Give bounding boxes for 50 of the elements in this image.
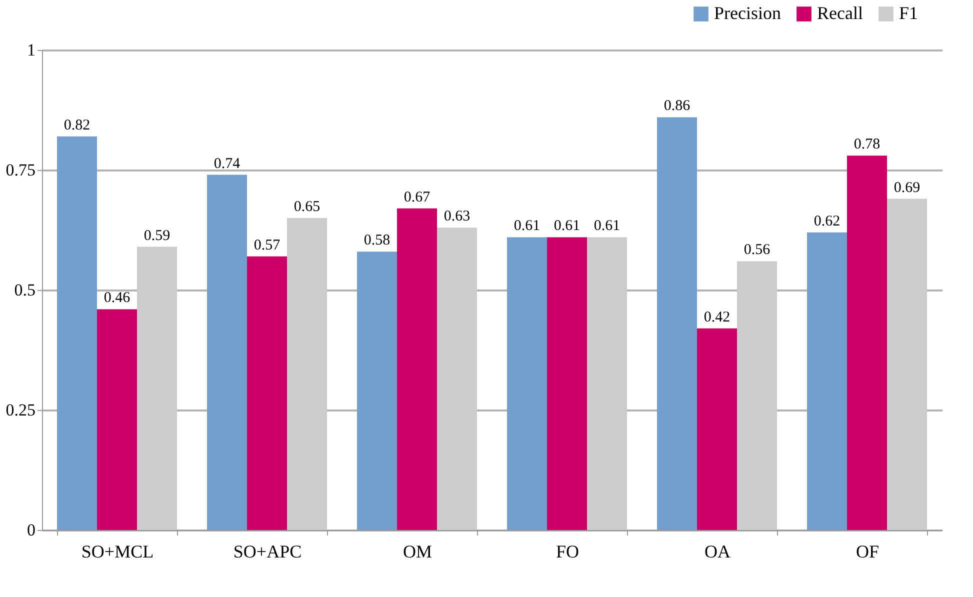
y-tick-label: 0.25: [6, 400, 36, 420]
bar: [697, 328, 737, 530]
bar: [137, 246, 177, 530]
data-label: 0.78: [854, 136, 880, 153]
data-label: 0.46: [104, 290, 131, 306]
bar: [97, 309, 137, 530]
data-label: 0.58: [364, 232, 390, 249]
bar: [247, 256, 287, 530]
data-label: 0.65: [294, 199, 320, 215]
bar: [657, 117, 697, 530]
bar: [587, 237, 627, 530]
bar: [507, 237, 547, 530]
data-label: 0.69: [894, 180, 920, 196]
bar: [437, 228, 477, 530]
y-tick-label: 0.75: [6, 160, 36, 180]
data-label: 0.61: [554, 218, 580, 234]
bar: [807, 232, 847, 530]
data-label: 0.42: [704, 309, 730, 326]
data-label: 0.61: [594, 218, 620, 234]
y-tick-label: 1: [27, 40, 36, 60]
data-label: 0.63: [444, 208, 470, 225]
data-label: 0.59: [144, 228, 170, 244]
bar: [737, 261, 777, 530]
bar: [207, 174, 247, 530]
data-label: 0.56: [744, 242, 771, 258]
x-tick-label: SO+MCL: [81, 542, 154, 562]
data-label: 0.82: [64, 117, 90, 134]
bar: [397, 208, 437, 530]
x-tick-label: FO: [556, 542, 580, 562]
data-label: 0.61: [514, 218, 540, 234]
data-label: 0.74: [214, 156, 241, 172]
bar: [57, 136, 97, 530]
legend-label: Recall: [817, 3, 863, 23]
data-label: 0.86: [664, 98, 691, 114]
data-label: 0.57: [254, 237, 281, 254]
x-tick-label: OM: [402, 542, 432, 562]
bar: [887, 198, 927, 530]
bar: [287, 218, 327, 530]
x-tick-label: OF: [856, 542, 880, 562]
x-tick-label: SO+APC: [233, 542, 302, 562]
legend-label: Precision: [714, 3, 781, 23]
y-tick-label: 0.5: [14, 280, 36, 300]
x-tick-label: OA: [704, 542, 730, 562]
bar: [847, 156, 887, 530]
data-label: 0.67: [404, 189, 431, 206]
legend-label: F1: [899, 3, 918, 23]
bar: [547, 237, 587, 530]
y-tick-label: 0: [27, 520, 36, 540]
data-label: 0.62: [814, 213, 840, 230]
bar: [357, 252, 397, 530]
